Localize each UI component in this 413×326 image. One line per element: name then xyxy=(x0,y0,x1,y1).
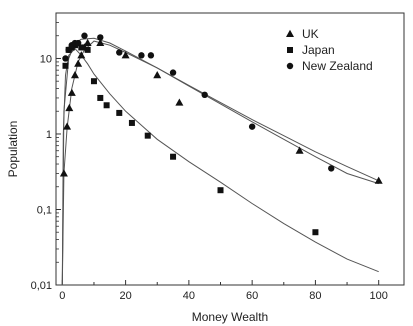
data-point xyxy=(116,109,123,116)
data-point xyxy=(65,46,72,54)
y-tick-label: 1 xyxy=(46,129,52,141)
data-point xyxy=(147,52,155,59)
data-point xyxy=(170,153,177,160)
data-point xyxy=(374,176,383,184)
data-point xyxy=(153,71,162,79)
data-point xyxy=(62,62,69,69)
legend-marker xyxy=(287,47,293,53)
data-point xyxy=(90,78,97,85)
data-point xyxy=(59,169,68,177)
data-point xyxy=(295,146,304,154)
data-point xyxy=(328,165,335,172)
data-point xyxy=(248,123,256,130)
x-tick-label: 20 xyxy=(119,290,131,302)
data-point xyxy=(175,98,184,106)
x-axis-title: Money Wealth xyxy=(192,310,268,324)
data-point xyxy=(121,51,130,59)
data-point xyxy=(74,59,83,67)
data-point xyxy=(201,91,208,99)
legend-label: UK xyxy=(302,27,319,41)
data-point xyxy=(217,187,224,194)
data-point xyxy=(128,119,135,126)
data-point xyxy=(97,34,104,41)
x-tick-label: 0 xyxy=(59,290,65,302)
y-tick-label: 0,01 xyxy=(31,280,52,292)
data-point xyxy=(144,132,151,139)
x-tick-label: 60 xyxy=(246,290,258,302)
data-point xyxy=(96,38,105,47)
data-point xyxy=(84,46,91,53)
data-point xyxy=(97,94,104,101)
data-point xyxy=(138,52,145,59)
data-point xyxy=(70,71,79,79)
data-point xyxy=(169,69,177,76)
data-point xyxy=(116,49,123,56)
data-point xyxy=(62,55,69,62)
data-point xyxy=(83,38,92,47)
legend-marker xyxy=(286,62,294,70)
data-point xyxy=(77,51,86,59)
legend: UK Japan New Zealand xyxy=(286,27,373,73)
data-point xyxy=(312,229,319,236)
data-point xyxy=(103,102,110,109)
data-point xyxy=(67,88,76,96)
fit-curve xyxy=(61,40,379,286)
data-point xyxy=(81,32,88,39)
fit-curve xyxy=(61,37,379,286)
x-tick-label: 40 xyxy=(183,290,195,302)
data-point xyxy=(78,44,85,51)
legend-label: Japan xyxy=(302,43,335,57)
data-point xyxy=(63,122,72,130)
plot-frame xyxy=(55,12,405,286)
x-tick-label: 100 xyxy=(370,290,388,302)
data-point xyxy=(65,103,74,112)
data-point xyxy=(74,39,82,47)
y-tick-label: 0,1 xyxy=(37,204,52,216)
y-tick-label: 10 xyxy=(40,53,52,65)
legend-label: New Zealand xyxy=(302,59,373,73)
legend-marker xyxy=(286,29,294,37)
x-tick-label: 80 xyxy=(309,290,321,302)
y-axis-title: Population xyxy=(6,121,20,178)
